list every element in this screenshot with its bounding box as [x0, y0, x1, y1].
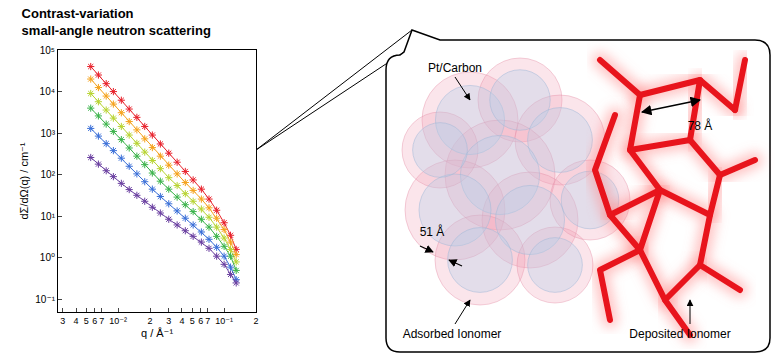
svg-text:10⁻¹: 10⁻¹ [215, 316, 233, 326]
svg-text:7: 7 [99, 316, 104, 326]
svg-text:6: 6 [92, 316, 97, 326]
svg-text:2: 2 [253, 316, 258, 326]
svg-text:3: 3 [60, 316, 65, 326]
svg-text:Deposited Ionomer: Deposited Ionomer [629, 327, 730, 341]
svg-text:10³: 10³ [41, 128, 56, 139]
svg-text:10⁰: 10⁰ [40, 252, 55, 263]
svg-text:Pt/Carbon: Pt/Carbon [428, 61, 482, 75]
svg-text:Contrast-variationsmall-angle: Contrast-variationsmall-angle neutron sc… [22, 6, 211, 38]
svg-text:10²: 10² [41, 169, 56, 180]
svg-text:Adsorbed Ionomer: Adsorbed Ionomer [403, 327, 502, 341]
svg-text:6: 6 [198, 316, 203, 326]
svg-text:q / Å⁻¹: q / Å⁻¹ [141, 327, 173, 339]
svg-text:3: 3 [166, 316, 171, 326]
svg-text:10⁵: 10⁵ [40, 45, 55, 56]
svg-text:4: 4 [74, 316, 79, 326]
svg-text:4: 4 [179, 316, 184, 326]
svg-text:51 Å: 51 Å [420, 224, 445, 239]
svg-text:2: 2 [148, 316, 153, 326]
svg-text:78 Å: 78 Å [688, 118, 713, 133]
svg-text:7: 7 [205, 316, 210, 326]
svg-text:10⁻²: 10⁻² [109, 316, 127, 326]
svg-text:10¹: 10¹ [41, 211, 56, 222]
svg-text:5: 5 [84, 316, 89, 326]
svg-text:5: 5 [190, 316, 195, 326]
svg-text:10⁻¹: 10⁻¹ [35, 294, 55, 305]
svg-text:dΣ/dΩ(q) / cm⁻¹: dΣ/dΩ(q) / cm⁻¹ [18, 142, 30, 219]
svg-text:10⁴: 10⁴ [40, 86, 55, 97]
